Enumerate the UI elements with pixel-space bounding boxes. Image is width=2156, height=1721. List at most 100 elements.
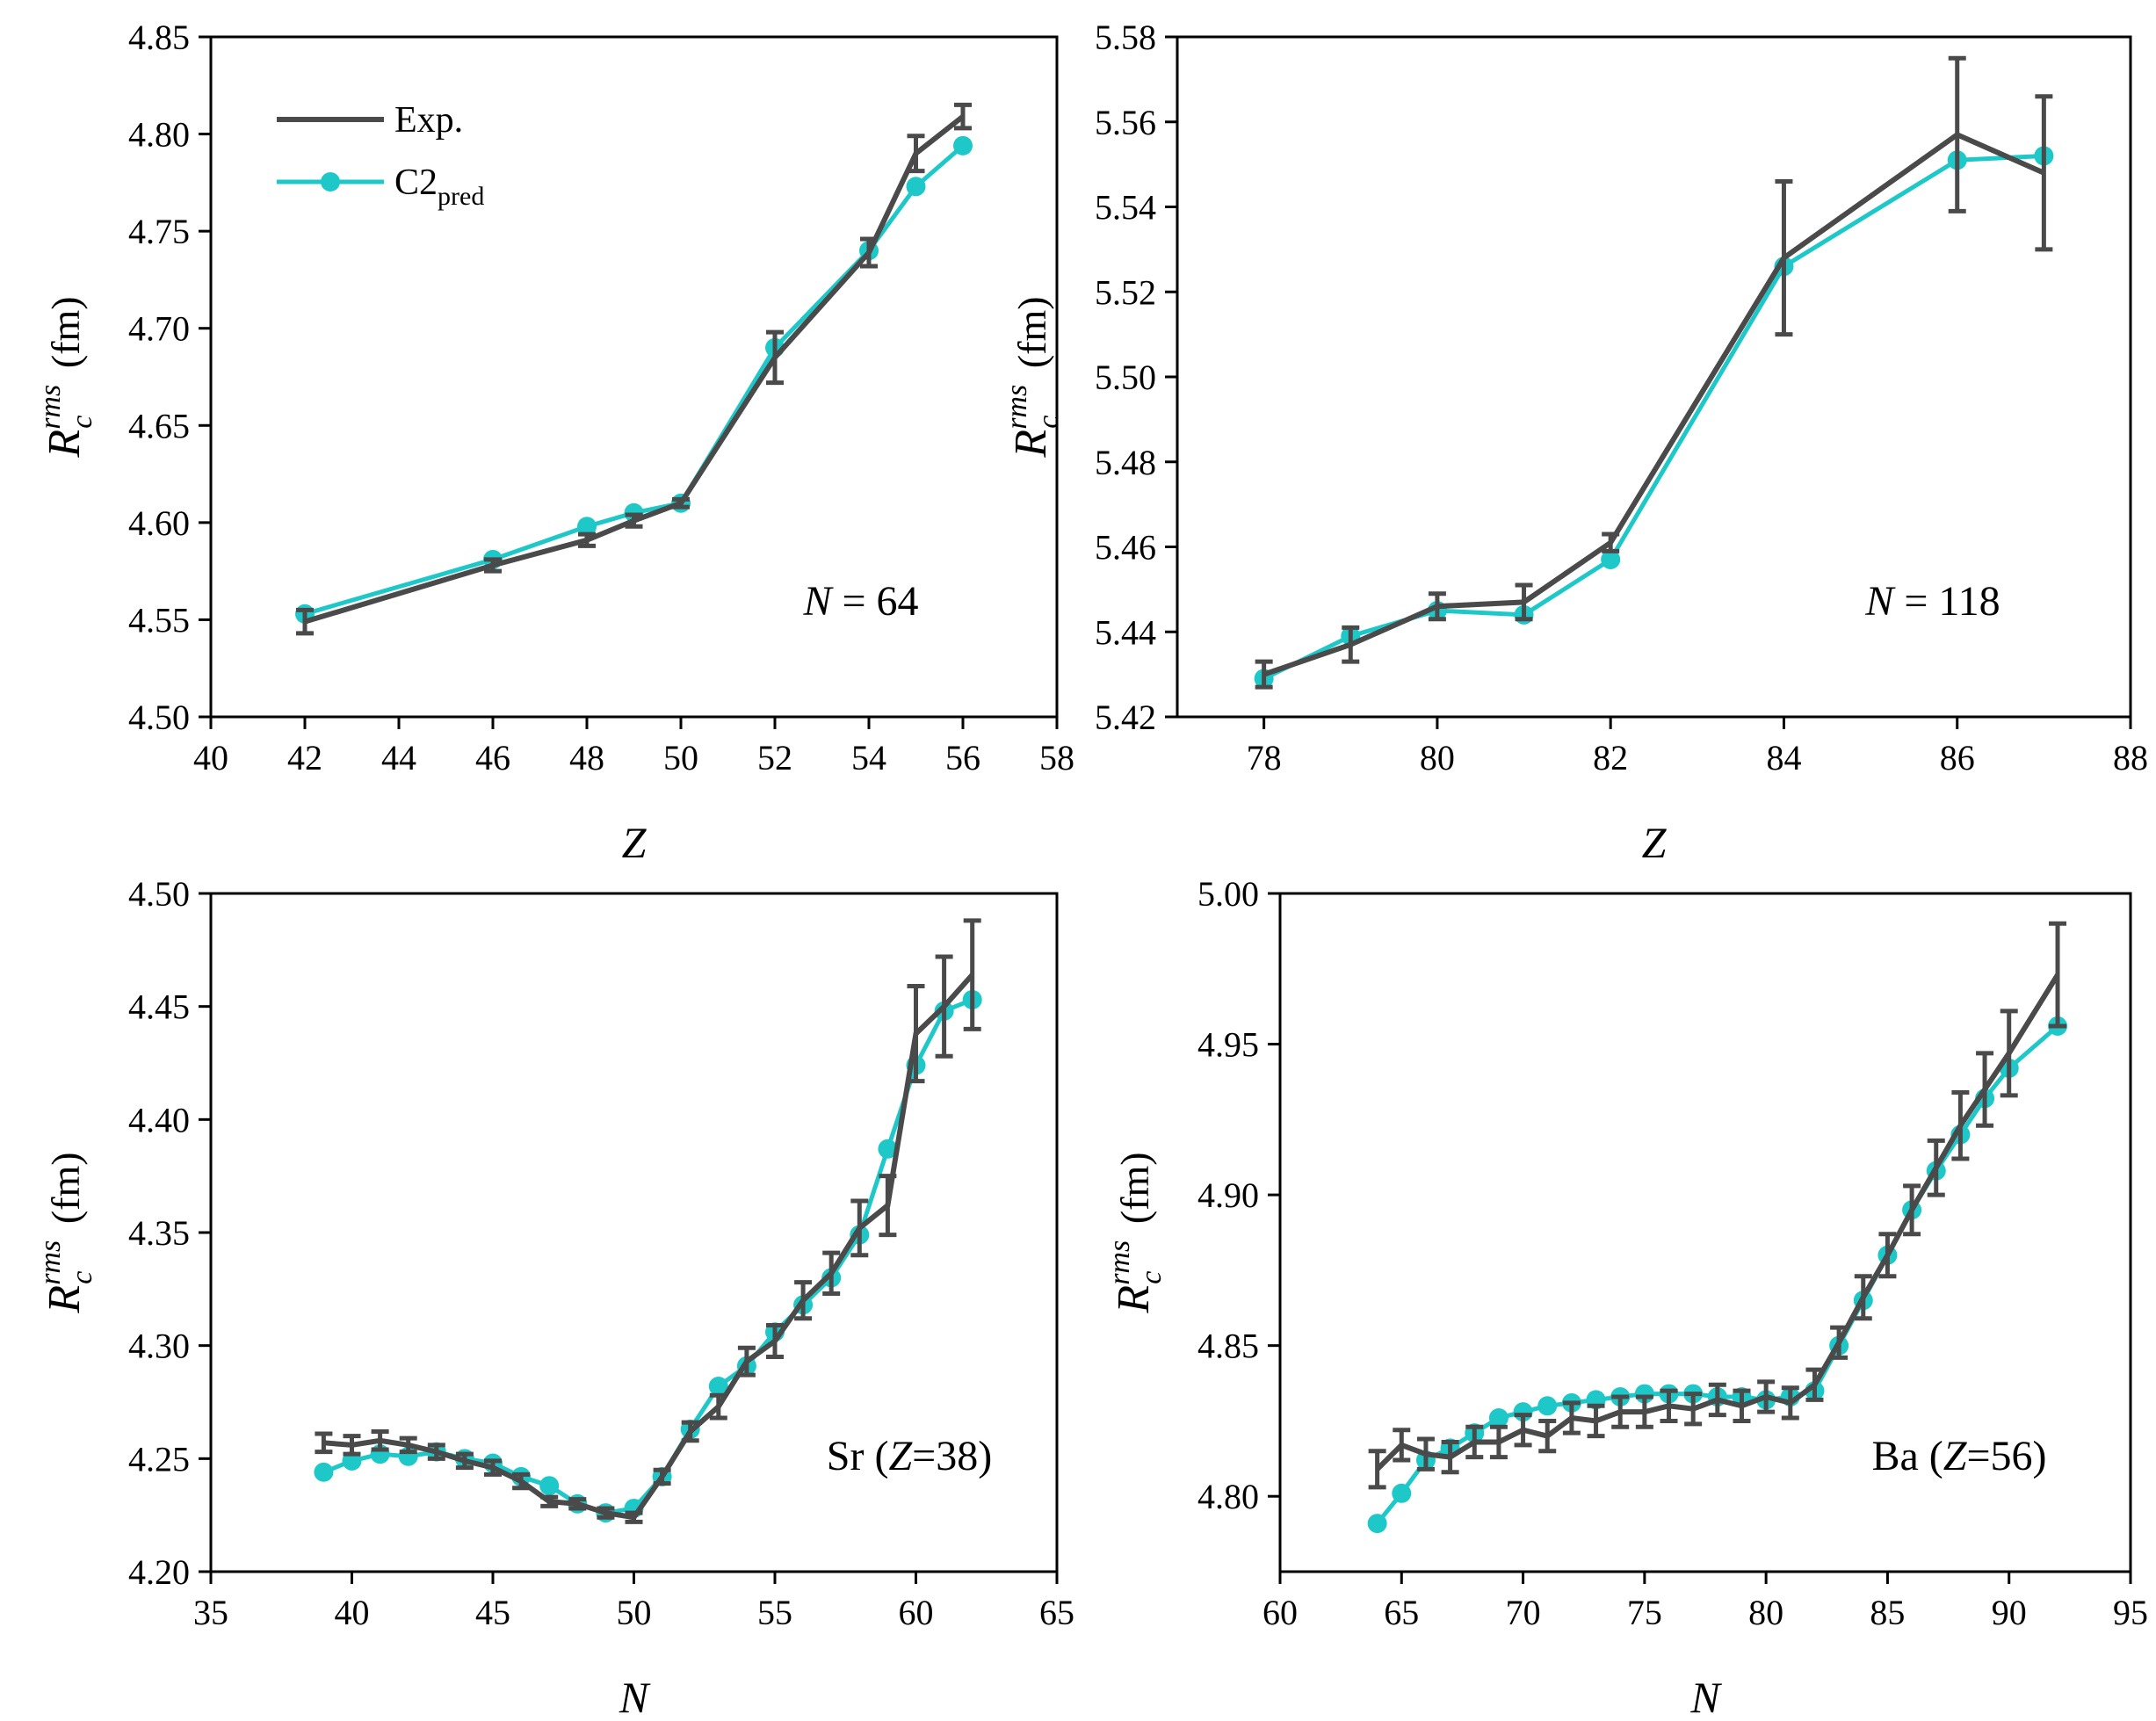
y-tick-label: 5.46: [1095, 528, 1156, 568]
x-tick-label: 70: [1506, 1593, 1541, 1632]
y-tick-label: 4.35: [128, 1213, 190, 1253]
series-line-exp: [1262, 131, 2045, 677]
y-tick-label: 4.60: [128, 503, 190, 543]
x-tick-label: 56: [945, 738, 980, 777]
x-tick-label: 60: [899, 1593, 934, 1632]
data-point-pred: [577, 517, 597, 537]
plot-frame: [1278, 892, 2132, 1573]
y-axis-title: Rrmsc (fm): [34, 1152, 98, 1313]
y-tick-label: 5.58: [1095, 18, 1156, 57]
x-tick-label: 55: [757, 1593, 792, 1632]
y-tick-label: 4.75: [128, 212, 190, 251]
y-tick-label: 4.30: [128, 1327, 190, 1366]
y-tick-label: 4.55: [128, 600, 190, 640]
x-tick-label: 78: [1247, 738, 1282, 777]
data-point-pred: [708, 1376, 728, 1396]
panel-annotation: N = 118: [1864, 578, 2000, 625]
data-point-pred: [906, 177, 926, 197]
y-tick-label: 4.65: [128, 406, 190, 445]
series-line-exp: [323, 973, 974, 1521]
data-point-pred: [539, 1476, 560, 1496]
x-tick-label: 86: [1940, 738, 1975, 777]
y-axis-title: Rrmsc (fm): [34, 296, 98, 458]
x-tick-label: 84: [1766, 738, 1801, 777]
y-tick-label: 4.25: [128, 1439, 190, 1479]
y-tick-label: 5.50: [1095, 358, 1156, 397]
x-tick-label: 50: [617, 1593, 652, 1632]
x-tick-label: 52: [757, 738, 792, 777]
y-tick-label: 4.95: [1197, 1025, 1259, 1065]
legend-marker-pred: [321, 172, 340, 192]
x-axis-title: N: [619, 1673, 651, 1721]
x-axis-title: N: [1689, 1673, 1722, 1721]
y-tick-label: 5.56: [1095, 103, 1156, 142]
panel-annotation: N = 64: [802, 578, 918, 625]
x-tick-label: 82: [1593, 738, 1628, 777]
y-axis-title: Rrmsc (fm): [1001, 296, 1065, 458]
x-tick-label: 45: [475, 1593, 510, 1632]
x-tick-label: 50: [663, 738, 698, 777]
y-tick-label: 5.48: [1095, 443, 1156, 482]
y-tick-label: 5.00: [1197, 874, 1259, 914]
x-tick-label: 65: [1039, 1593, 1074, 1632]
y-tick-label: 4.20: [128, 1552, 190, 1592]
y-tick-label: 4.85: [128, 18, 190, 57]
y-tick-label: 4.85: [1197, 1327, 1259, 1366]
chart-panel-p3: 35 40 45 50 55 60 65 4.20 4.25 4.30 4.35 4.40 4.45 4.…: [34, 874, 1074, 1721]
y-tick-label: 4.40: [128, 1100, 190, 1139]
y-tick-label: 4.45: [128, 987, 190, 1027]
data-point-pred: [1537, 1396, 1558, 1416]
x-tick-label: 35: [193, 1593, 228, 1632]
legend-label-exp: Exp.: [394, 100, 463, 141]
y-tick-label: 5.42: [1095, 698, 1156, 737]
y-tick-label: 4.50: [128, 698, 190, 737]
x-tick-label: 95: [2113, 1593, 2148, 1632]
y-tick-label: 4.50: [128, 874, 190, 914]
x-tick-label: 80: [1420, 738, 1455, 777]
x-tick-label: 42: [287, 738, 322, 777]
x-tick-label: 80: [1748, 1593, 1783, 1632]
series-line-pred: [304, 143, 965, 617]
y-tick-label: 5.52: [1095, 272, 1156, 312]
x-tick-label: 60: [1262, 1593, 1298, 1632]
y-tick-label: 4.90: [1197, 1175, 1259, 1215]
x-tick-label: 58: [1039, 738, 1074, 777]
x-tick-label: 88: [2113, 738, 2148, 777]
x-tick-label: 85: [1870, 1593, 1905, 1632]
legend: Exp. C2pred: [277, 100, 484, 211]
y-tick-label: 5.44: [1095, 612, 1156, 652]
chart-panel-p4: 60 65 70 75 80 85 90 95 4.80 4.85 4.90 4.95 5.00 N Rrm…: [1103, 874, 2148, 1721]
panel-annotation: Sr (Z=38): [827, 1433, 992, 1479]
legend-label-pred: C2pred: [394, 163, 484, 211]
data-point-pred: [1601, 550, 1621, 570]
y-tick-label: 5.54: [1095, 188, 1156, 228]
y-tick-label: 4.80: [1197, 1477, 1259, 1516]
y-axis-title: Rrmsc (fm): [1103, 1152, 1168, 1313]
x-tick-label: 75: [1627, 1593, 1662, 1632]
y-tick-label: 4.80: [128, 115, 190, 155]
chart-panel-p1: 40 42 44 46 48 50 52 54 56 58 4.50 4.55 4.60 4.65 4.70…: [34, 18, 1074, 867]
x-tick-label: 40: [335, 1593, 370, 1632]
x-tick-label: 46: [475, 738, 510, 777]
panel-annotation: Ba (Z=56): [1871, 1433, 2046, 1479]
data-point-pred: [314, 1462, 334, 1482]
x-tick-label: 90: [1992, 1593, 2027, 1632]
chart-panel-p2: 78 80 82 84 86 88 5.42 5.44 5.46 5.48 5.50 5.52 5.54…: [1001, 18, 2148, 867]
x-axis-title: Z: [622, 818, 648, 867]
x-tick-label: 40: [193, 738, 228, 777]
x-tick-label: 65: [1384, 1593, 1419, 1632]
plot-frame: [209, 35, 1059, 719]
data-point-pred: [878, 1139, 898, 1159]
x-tick-label: 54: [851, 738, 886, 777]
series-line-pred: [1262, 153, 2044, 681]
data-point-pred: [1488, 1408, 1508, 1428]
y-tick-label: 4.70: [128, 309, 190, 349]
x-tick-label: 44: [381, 738, 416, 777]
x-tick-label: 48: [569, 738, 604, 777]
data-point-pred: [1392, 1483, 1412, 1503]
series-line-exp: [1375, 973, 2060, 1472]
data-point-pred: [1367, 1514, 1387, 1534]
x-axis-title: Z: [1642, 818, 1668, 867]
data-point-pred: [953, 135, 973, 155]
